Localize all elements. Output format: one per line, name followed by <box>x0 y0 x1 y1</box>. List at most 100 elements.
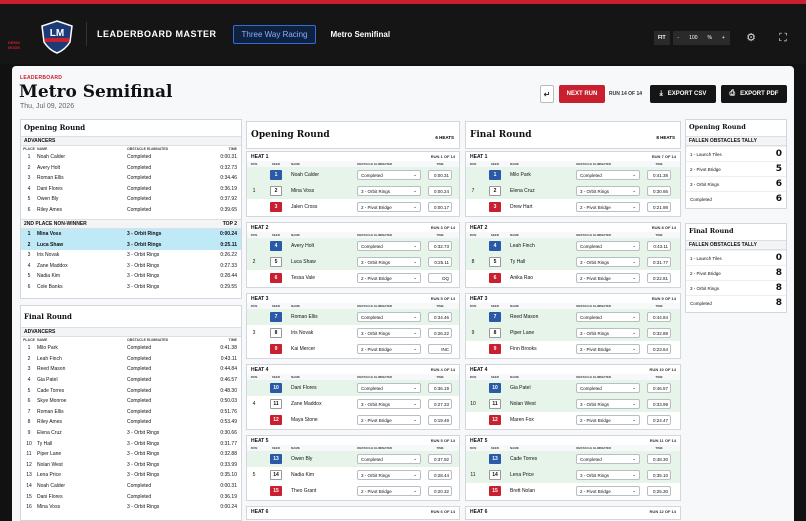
obstacle-select[interactable]: 2 - Pivot Bridge ⌄ <box>357 344 421 354</box>
obstacle-select[interactable]: Completed ⌄ <box>576 170 640 180</box>
export-pdf-button[interactable]: ⎙ EXPORT PDF <box>721 85 787 103</box>
zoom-value[interactable]: 100 <box>689 35 698 41</box>
col-run: RUN <box>250 446 258 450</box>
time-input[interactable]: 0:20.32 <box>428 486 452 496</box>
heat-run-label: RUN 10 OF 14 <box>649 367 676 372</box>
gear-icon[interactable]: ⚙ <box>746 32 756 44</box>
zoom-out-button[interactable]: - <box>677 35 680 41</box>
time-input[interactable]: 0:46.57 <box>647 383 671 393</box>
obstacle-select[interactable]: Completed ⌄ <box>576 312 640 322</box>
shield-logo-icon: LM <box>41 20 73 54</box>
time-input[interactable]: 0:41.38 <box>647 170 671 180</box>
time-input[interactable]: 0:48.30 <box>647 454 671 464</box>
time-input[interactable]: 0:43.11 <box>647 241 671 251</box>
time-input[interactable]: 0:26.22 <box>428 328 452 338</box>
time-cell: 0:27.33 <box>220 262 237 269</box>
col-obstacle: OBSTACLE ELIMINATED <box>357 233 393 237</box>
heat-row: 4 Leah Finch Completed ⌄ 0:43.11 <box>466 238 680 254</box>
chevron-down-icon: ⌄ <box>632 204 636 209</box>
obstacle-select[interactable]: 3 - Orbit Rings ⌄ <box>576 257 640 267</box>
heat-card: HEAT 3 RUN 9 OF 14 RUN SEED NAME OBSTACLE ELI… <box>465 293 681 359</box>
obstacle-select[interactable]: 3 - Orbit Rings ⌄ <box>576 186 640 196</box>
col-obstacle: OBSTACLE ELIMINATED <box>576 233 612 237</box>
time-input[interactable]: 0:37.92 <box>428 454 452 464</box>
obstacle-select[interactable]: Completed ⌄ <box>357 170 421 180</box>
obstacle-select[interactable]: Completed ⌄ <box>576 383 640 393</box>
time-input[interactable]: 0:33.99 <box>647 399 671 409</box>
zoom-in-button[interactable]: + <box>721 35 725 41</box>
col-run: RUN <box>250 233 258 237</box>
time-input[interactable]: 0:32.73 <box>428 241 452 251</box>
series-chip[interactable]: Three Way Racing <box>232 24 317 44</box>
name-cell: Skye Monroe <box>37 398 67 405</box>
obstacle-cell: Completed <box>127 196 152 203</box>
time-input[interactable]: 0:21.98 <box>647 202 671 212</box>
obstacle-select[interactable]: 3 - Orbit Rings ⌄ <box>576 470 640 480</box>
run-cell: 8 <box>471 259 475 265</box>
seed-badge: 9 <box>270 344 282 354</box>
fullscreen-icon[interactable]: ⛶ <box>779 32 787 44</box>
printer-icon: ⎙ <box>729 90 736 97</box>
obstacle-select[interactable]: 3 - Orbit Rings ⌄ <box>357 399 421 409</box>
obstacle-select[interactable]: 2 - Pivot Bridge ⌄ <box>576 273 640 283</box>
time-input[interactable]: 0:19.49 <box>428 415 452 425</box>
time-input[interactable]: 0:44.84 <box>647 312 671 322</box>
heat-row: 6 Anika Rao 2 - Pivot Bridge ⌄ 0:22.81 <box>466 270 680 286</box>
racer-name: Finn Brooks <box>510 346 537 352</box>
heat-header: HEAT 4 RUN 4 OF 14 <box>247 365 459 374</box>
time-input[interactable]: DQ <box>428 273 452 283</box>
obstacle-select[interactable]: 2 - Pivot Bridge ⌄ <box>357 273 421 283</box>
obstacle-select[interactable]: 2 - Pivot Bridge ⌄ <box>576 415 640 425</box>
obstacle-select[interactable]: Completed ⌄ <box>576 241 640 251</box>
obstacle-select[interactable]: 2 - Pivot Bridge ⌄ <box>357 202 421 212</box>
obstacle-select[interactable]: Completed ⌄ <box>357 454 421 464</box>
obstacle-select[interactable]: Completed ⌄ <box>357 312 421 322</box>
time-input[interactable]: 0:31.77 <box>647 257 671 267</box>
obstacle-select[interactable]: 2 - Pivot Bridge ⌄ <box>357 415 421 425</box>
time-input[interactable]: 0:32.88 <box>647 328 671 338</box>
obstacle-select[interactable]: 2 - Pivot Bridge ⌄ <box>576 486 640 496</box>
time-input[interactable]: 0:28.44 <box>428 470 452 480</box>
time-input[interactable]: 0:34.46 <box>428 312 452 322</box>
obstacle-select[interactable]: 3 - Orbit Rings ⌄ <box>357 470 421 480</box>
obstacle-select[interactable]: 2 - Pivot Bridge ⌄ <box>576 202 640 212</box>
seed-badge: 4 <box>270 241 282 251</box>
obstacle-select[interactable]: 3 - Orbit Rings ⌄ <box>576 328 640 338</box>
col-obstacle: OBSTACLE ELIMINATED <box>357 446 393 450</box>
heat-row: 4 Avery Holt Completed ⌄ 0:32.73 <box>247 238 459 254</box>
time-input[interactable]: 0:22.81 <box>647 273 671 283</box>
time-input[interactable]: 0:25.30 <box>647 486 671 496</box>
obstacle-select[interactable]: 3 - Orbit Rings ⌄ <box>357 328 421 338</box>
obstacle-select[interactable]: Completed ⌄ <box>357 241 421 251</box>
time-input[interactable]: 0:35.10 <box>647 470 671 480</box>
time-cell: 0:00.31 <box>427 170 453 180</box>
obstacle-select[interactable]: 2 - Pivot Bridge ⌄ <box>576 344 640 354</box>
undo-button[interactable]: ↵ <box>540 85 554 103</box>
heat-card: HEAT 5 RUN 5 OF 14 RUN SEED NAME OBSTACLE ELI… <box>246 435 460 501</box>
time-input[interactable]: 0:23.64 <box>647 344 671 354</box>
time-input[interactable]: 0:25.11 <box>428 257 452 267</box>
tally-count: 8 <box>775 283 782 293</box>
time-input[interactable]: 0:00.24 <box>428 186 452 196</box>
time-input[interactable]: 0:24.47 <box>647 415 671 425</box>
obstacle-select[interactable]: Completed ⌄ <box>576 454 640 464</box>
obstacle-select[interactable]: 3 - Orbit Rings ⌄ <box>357 257 421 267</box>
time-input[interactable]: INC <box>428 344 452 354</box>
time-input[interactable]: 0:36.19 <box>428 383 452 393</box>
obstacle-select[interactable]: 2 - Pivot Bridge ⌄ <box>357 486 421 496</box>
time-input[interactable]: 0:27.33 <box>428 399 452 409</box>
obstacle-select[interactable]: Completed ⌄ <box>357 383 421 393</box>
fit-button[interactable]: FIT <box>654 31 670 45</box>
chevron-down-icon: ⌄ <box>632 488 636 493</box>
obstacle-select[interactable]: 3 - Orbit Rings ⌄ <box>357 186 421 196</box>
obstacle-select[interactable]: 3 - Orbit Rings ⌄ <box>576 399 640 409</box>
time-input[interactable]: 0:00.17 <box>428 202 452 212</box>
time-input[interactable]: 0:00.31 <box>428 170 452 180</box>
next-run-button[interactable]: NEXT RUN <box>559 85 605 103</box>
seed-badge: 7 <box>489 312 501 322</box>
obstacle-value: Completed <box>580 172 602 178</box>
export-csv-button[interactable]: ⤓ EXPORT CSV <box>650 85 716 103</box>
heat-label: HEAT 5 <box>470 437 488 444</box>
chevron-down-icon: ⌄ <box>413 204 417 209</box>
time-input[interactable]: 0:30.66 <box>647 186 671 196</box>
